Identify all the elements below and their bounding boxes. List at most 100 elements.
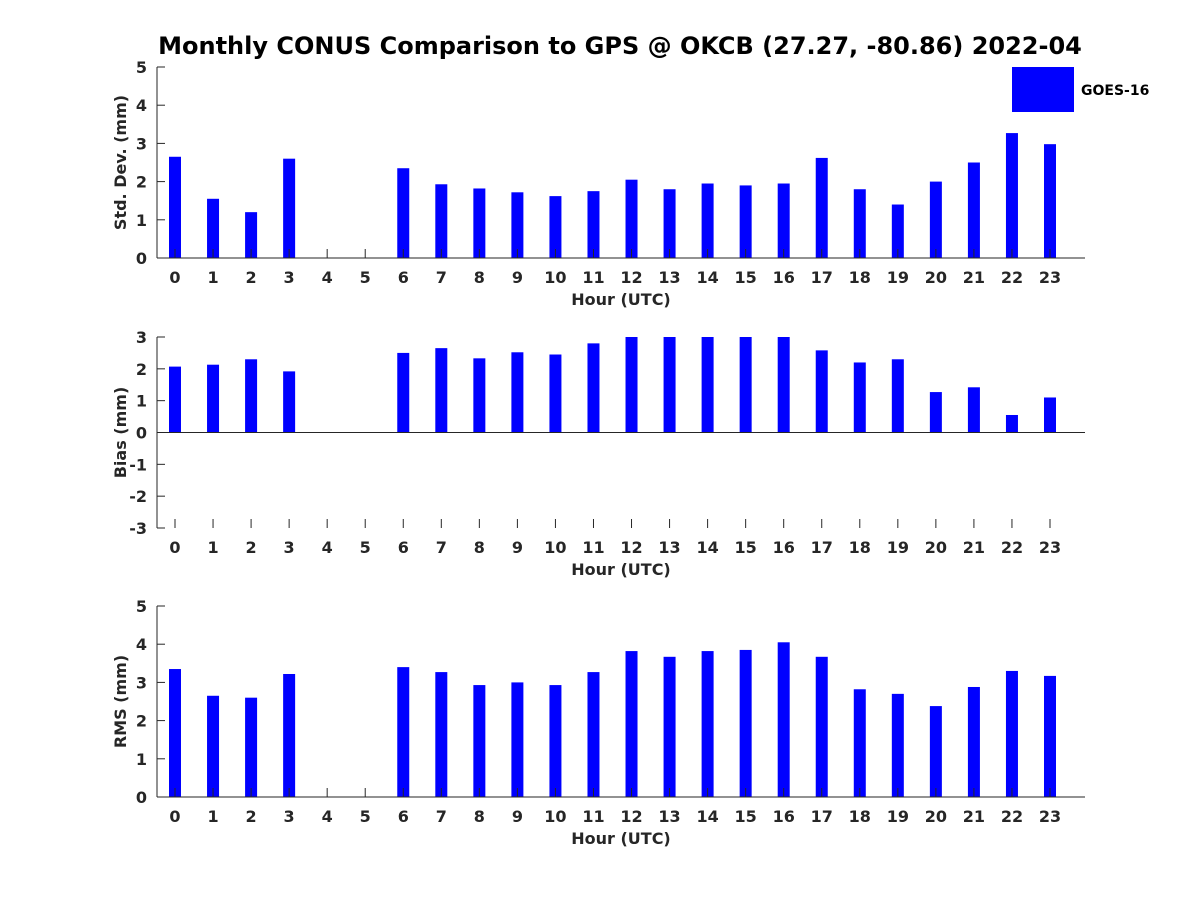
bar-panel3-hour-12 [625,651,638,797]
x-tick-label-panel1-13: 13 [658,268,680,287]
bar-panel3-hour-13 [663,656,676,797]
y-axis-label-panel3: RMS (mm) [111,655,130,748]
bar-panel1-hour-9 [511,192,524,258]
x-tick-label-panel1-19: 19 [887,268,909,287]
bar-panel3-hour-8 [473,685,486,797]
bar-panel2-hour-22 [1005,414,1018,433]
x-tick-label-panel3-13: 13 [658,807,680,826]
x-tick-label-panel1-2: 2 [246,268,257,287]
y-tick-label-panel2-0: 0 [136,424,147,443]
bar-panel1-hour-8 [473,188,486,258]
x-tick-label-panel3-22: 22 [1001,807,1023,826]
bar-panel2-hour-3 [283,371,296,433]
x-tick-label-panel2-23: 23 [1039,538,1061,557]
y-tick-label-panel2--2: -2 [129,487,147,506]
y-tick-label-panel1-3: 3 [136,134,147,153]
chart-title: Monthly CONUS Comparison to GPS @ OKCB (… [158,32,1082,60]
bar-panel3-hour-22 [1005,670,1018,797]
bar-panel2-hour-10 [549,354,562,433]
y-tick-label-panel1-5: 5 [136,58,147,77]
x-tick-label-panel3-4: 4 [322,807,333,826]
x-tick-label-panel2-22: 22 [1001,538,1023,557]
bar-panel1-hour-18 [853,189,866,258]
x-tick-label-panel1-23: 23 [1039,268,1061,287]
y-tick-label-panel3-2: 2 [136,712,147,731]
panel-1: 0 1 2 3 4 5 6 7 8 9 10 11 12 13 14 15 16 17 18 19 20 21 22 2301… [111,58,1085,309]
bar-panel3-hour-0 [169,669,181,797]
x-tick-label-panel1-4: 4 [322,268,333,287]
x-tick-label-panel1-8: 8 [474,268,485,287]
chart-legend: GOES-16 [1012,67,1149,112]
bar-panel1-hour-16 [777,183,790,258]
bar-panel2-hour-20 [929,392,942,433]
bar-panel2-hour-2 [245,359,258,433]
bar-panel3-hour-2 [245,697,258,797]
bar-panel1-hour-13 [663,189,676,258]
bar-panel3-hour-6 [397,667,410,797]
x-tick-label-panel2-16: 16 [773,538,795,557]
x-tick-label-panel3-8: 8 [474,807,485,826]
legend-swatch-goes-16 [1012,67,1074,112]
bar-panel1-hour-6 [397,168,410,258]
x-tick-label-panel1-15: 15 [735,268,757,287]
bar-panel2-hour-21 [967,387,980,433]
y-tick-label-panel2-2: 2 [136,360,147,379]
bar-panel2-hour-19 [891,359,904,433]
bar-panel2-hour-16 [777,337,790,433]
bar-panel1-hour-21 [967,162,980,258]
x-tick-label-panel2-2: 2 [246,538,257,557]
panel-3: 0 1 2 3 4 5 6 7 8 9 10 11 12 13 14 15 16 17 18 19 20 21 22 2301… [111,597,1085,848]
x-tick-label-panel3-0: 0 [169,807,180,826]
chart-panels: 0 1 2 3 4 5 6 7 8 9 10 11 12 13 14 15 16 17 18 19 20 21 22 2301… [111,58,1085,848]
bar-panel3-hour-23 [1044,675,1056,797]
bar-panel3-hour-9 [511,682,524,797]
bar-panel1-hour-17 [815,157,828,258]
bar-panel1-hour-14 [701,183,714,258]
y-tick-label-panel3-1: 1 [136,750,147,769]
bar-panel3-hour-15 [739,649,752,797]
y-tick-label-panel3-4: 4 [136,635,147,654]
y-tick-label-panel1-1: 1 [136,211,147,230]
x-tick-label-panel2-6: 6 [398,538,409,557]
bar-panel1-hour-11 [587,191,600,258]
y-tick-label-panel3-3: 3 [136,673,147,692]
x-tick-label-panel2-1: 1 [207,538,218,557]
bar-panel3-hour-10 [549,685,562,797]
bar-panel1-hour-1 [207,198,220,258]
x-tick-label-panel1-18: 18 [849,268,871,287]
bar-panel1-hour-7 [435,184,448,258]
x-tick-label-panel3-5: 5 [360,807,371,826]
x-tick-label-panel3-7: 7 [436,807,447,826]
x-tick-label-panel2-0: 0 [169,538,180,557]
y-tick-label-panel2-3: 3 [136,328,147,347]
bar-panel1-hour-3 [283,158,296,258]
bar-panel1-hour-19 [891,204,904,258]
x-tick-label-panel1-11: 11 [582,268,604,287]
bar-panel2-hour-23 [1044,397,1056,433]
y-tick-label-panel3-5: 5 [136,597,147,616]
bar-panel1-hour-12 [625,179,638,258]
x-axis-label-panel1: Hour (UTC) [571,290,671,309]
x-tick-label-panel3-3: 3 [284,807,295,826]
y-tick-label-panel1-2: 2 [136,173,147,192]
bar-panel1-hour-22 [1005,133,1018,258]
x-tick-label-panel3-9: 9 [512,807,523,826]
bar-panel1-hour-0 [169,156,181,258]
x-tick-label-panel1-16: 16 [773,268,795,287]
x-tick-label-panel2-7: 7 [436,538,447,557]
y-tick-label-panel2--3: -3 [129,519,147,538]
x-tick-label-panel2-12: 12 [620,538,642,557]
bar-panel3-hour-16 [777,642,790,797]
x-tick-label-panel1-5: 5 [360,268,371,287]
x-tick-label-panel1-22: 22 [1001,268,1023,287]
bar-panel1-hour-15 [739,185,752,258]
bar-panel1-hour-23 [1044,144,1056,258]
x-tick-label-panel3-6: 6 [398,807,409,826]
x-tick-label-panel1-14: 14 [696,268,718,287]
bar-panel3-hour-3 [283,673,296,797]
x-tick-label-panel1-21: 21 [963,268,985,287]
x-tick-label-panel3-10: 10 [544,807,566,826]
y-tick-label-panel2--1: -1 [129,455,147,474]
bar-panel2-hour-6 [397,352,410,433]
